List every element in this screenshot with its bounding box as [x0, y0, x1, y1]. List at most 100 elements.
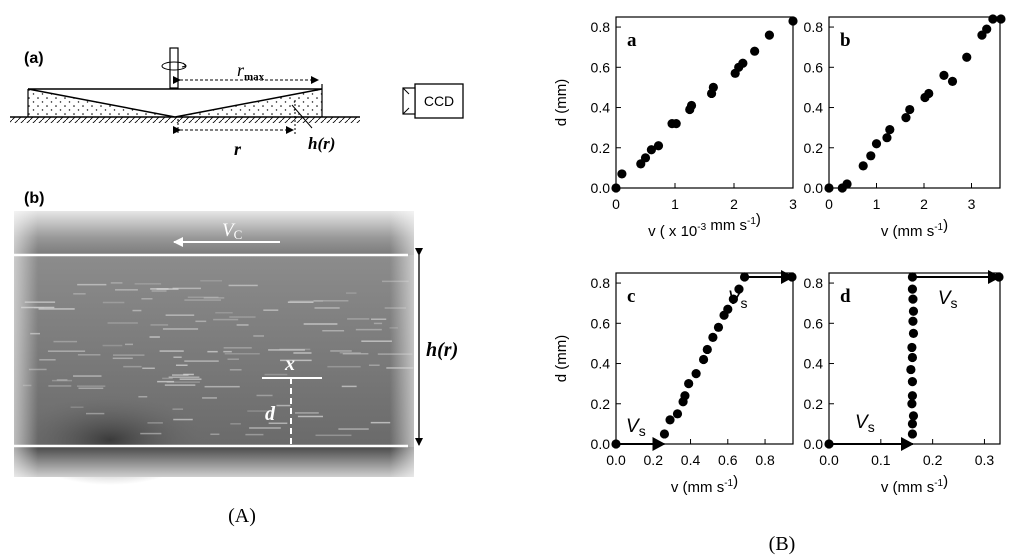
- particle-streak: [253, 335, 265, 337]
- micrograph-b: (b) VC x d h(r): [14, 190, 458, 485]
- y-axis-label: d (mm): [553, 335, 570, 383]
- x-tick-label: 3: [789, 196, 797, 212]
- particle-streak: [183, 373, 194, 376]
- particle-streak: [245, 433, 264, 436]
- particle-streak: [162, 328, 199, 330]
- panel-letter: c: [627, 286, 635, 307]
- particle-streak: [51, 379, 73, 382]
- x-tick-label: 0.2: [923, 452, 943, 468]
- particle-streak: [200, 280, 223, 282]
- particle-streak: [21, 306, 55, 309]
- y-axis-label: d (mm): [553, 79, 570, 127]
- x-tick-label: 0: [825, 196, 833, 212]
- x-tick-label: 0.3: [975, 452, 995, 468]
- particle-streak: [223, 350, 232, 353]
- particle-streak: [138, 395, 148, 398]
- d-label: d: [265, 403, 276, 425]
- particle-streak: [294, 412, 319, 414]
- particle-streak: [330, 350, 352, 352]
- data-point: [866, 151, 876, 161]
- particle-streak: [256, 394, 273, 397]
- data-point: [787, 272, 797, 282]
- data-point: [824, 183, 834, 193]
- particle-streak: [77, 385, 106, 387]
- particle-streak: [370, 421, 391, 424]
- particle-streak: [168, 376, 200, 378]
- x-axis-label: v (mm s-1): [671, 473, 738, 496]
- caption-B: (B): [769, 533, 796, 555]
- particle-streak: [157, 380, 175, 383]
- x-tick-label: 2: [920, 196, 928, 212]
- particle-streak: [368, 364, 380, 366]
- data-point: [939, 70, 949, 80]
- particle-streak: [203, 297, 225, 299]
- vs-top-label: Vs: [938, 288, 958, 311]
- x-tick-label: 0.1: [871, 452, 891, 468]
- particle-streak: [268, 349, 305, 351]
- x-axis-label: v (mm s-1): [881, 217, 948, 240]
- data-point: [671, 119, 681, 129]
- data-point: [885, 125, 895, 135]
- sample-fill: [28, 89, 322, 117]
- data-point: [907, 377, 918, 387]
- cone-lower-left: [27, 88, 176, 118]
- particle-streak: [73, 293, 86, 295]
- data-point: [611, 439, 621, 449]
- particle-streak: [151, 290, 167, 292]
- data-point: [788, 16, 798, 26]
- particle-streak: [175, 364, 188, 367]
- particle-streak: [263, 309, 279, 311]
- particle-streak: [315, 434, 352, 437]
- particle-streak: [77, 283, 107, 286]
- particle-streak: [327, 365, 361, 368]
- particle-streak: [172, 287, 201, 290]
- particle-streak: [389, 327, 398, 329]
- y-tick-label: 0.2: [591, 396, 611, 412]
- particle-streak: [165, 314, 195, 316]
- y-tick-label: 0.6: [591, 59, 611, 75]
- particle-streak: [280, 359, 312, 362]
- particle-streak: [227, 358, 239, 360]
- chart-c: 0.0 0.2 0.4 0.6 0.8 0.0 0.2 0.4 0.6 0.8 d (mm) v (m…: [553, 270, 797, 496]
- data-point: [905, 104, 915, 115]
- data-point: [684, 379, 694, 389]
- particle-streak: [73, 375, 102, 377]
- data-point: [871, 139, 882, 149]
- particle-streak: [77, 354, 101, 356]
- panel-letter: a: [627, 30, 637, 51]
- particle-streak: [289, 300, 324, 302]
- particle-streak: [30, 332, 40, 335]
- x-tick-label: 0.8: [755, 452, 775, 468]
- x-tick-label: 0.6: [718, 452, 738, 468]
- data-point: [708, 82, 718, 93]
- data-point: [653, 141, 664, 151]
- particle-streak: [132, 309, 142, 312]
- particle-streak: [78, 387, 104, 390]
- x-tick-label: 3: [968, 196, 976, 212]
- data-point: [665, 415, 675, 425]
- data-point: [728, 294, 738, 304]
- particle-streak: [184, 299, 222, 301]
- x-tick-label: 0.4: [681, 452, 701, 468]
- data-point: [907, 419, 918, 429]
- particle-streak: [38, 308, 75, 310]
- data-point: [924, 88, 934, 99]
- particle-streak: [140, 432, 162, 435]
- data-point: [842, 179, 852, 189]
- x-label: x: [284, 353, 295, 375]
- data-point: [824, 439, 834, 449]
- y-tick-label: 0.4: [804, 356, 824, 372]
- r-label: r: [234, 139, 242, 159]
- shaft: [169, 47, 179, 89]
- ccd-camera-icon: CCD: [402, 83, 464, 119]
- data-point: [611, 183, 621, 193]
- x-tick-label: 0.0: [819, 452, 839, 468]
- data-point: [691, 368, 701, 379]
- particle-streak: [314, 307, 340, 309]
- y-tick-label: 0.8: [804, 275, 824, 291]
- particle-streak: [102, 301, 125, 304]
- particle-streak: [207, 350, 218, 353]
- particle-streak: [264, 373, 288, 376]
- data-point: [680, 391, 690, 401]
- particle-streak: [110, 282, 123, 284]
